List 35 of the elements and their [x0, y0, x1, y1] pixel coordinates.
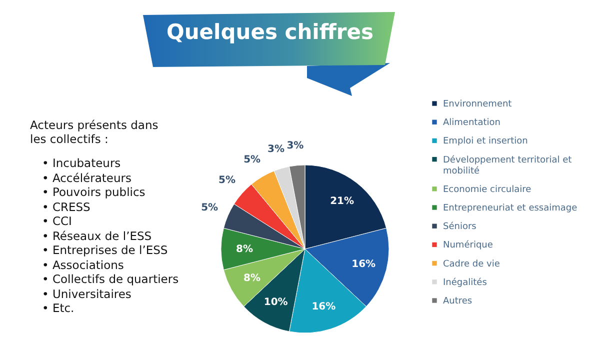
text: • Incubateurs	[42, 156, 122, 170]
text: • CRESS	[42, 200, 92, 214]
legend-label: Emploi et insertion	[443, 136, 528, 147]
legend-label: Numérique	[443, 240, 494, 251]
data-label: 3%	[286, 140, 304, 152]
data-label: 16%	[312, 302, 336, 313]
legend-label: Environnement	[443, 100, 512, 110]
legend-label: Développement territorial et mobilité	[443, 154, 572, 176]
legend-label: Economie circulaire	[443, 184, 532, 195]
data-label: 5%	[218, 175, 236, 186]
legend-label: Inégalités	[443, 276, 488, 288]
data-label: 5%	[201, 202, 218, 214]
legend-label: Cadre de vie	[443, 259, 500, 270]
data-label: 3%	[267, 144, 284, 156]
text: • Accélérateurs	[42, 170, 132, 185]
text: Acteurs présents dans les collectifs :	[30, 118, 160, 146]
legend-label: Séniors	[443, 221, 477, 232]
text: • Collectifs de quartiers	[42, 272, 179, 286]
text: • Associations	[42, 258, 125, 272]
legend-label: Alimentation	[443, 118, 500, 128]
text: • CCI	[42, 214, 73, 228]
data-label: 5%	[244, 154, 261, 166]
legend-label: Entrepreneuriat et essaimage	[443, 204, 578, 214]
chart-title: Quelques chiffres	[166, 20, 374, 44]
data-label: 8%	[236, 244, 254, 255]
text: • Entreprises de l’ESS	[42, 243, 169, 258]
data-label: 10%	[264, 297, 288, 308]
data-label: 21%	[330, 196, 354, 208]
legend-label: Autres	[443, 296, 472, 306]
data-label: 8%	[244, 273, 260, 284]
text: • Pouvoirs publics	[42, 185, 146, 200]
text: • Réseaux de l’ESS	[42, 228, 153, 243]
data-label: 16%	[352, 259, 376, 270]
text: • Etc.	[42, 301, 76, 316]
text: • Universitaires	[42, 286, 132, 301]
